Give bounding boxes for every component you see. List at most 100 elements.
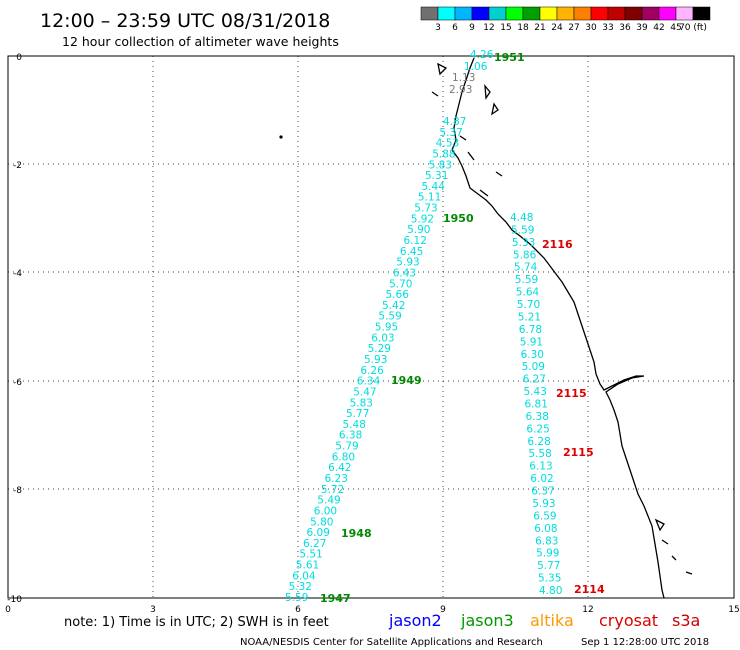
wave-height-label: 6.00 (314, 506, 337, 518)
wave-height-label: 5.37 (439, 127, 462, 139)
color-swatch (675, 6, 694, 21)
color-swatch (692, 6, 711, 21)
wave-height-label: 5.44 (422, 181, 446, 193)
wave-height-label: 6.27 (523, 374, 546, 386)
color-scale-label: 9 (469, 23, 475, 33)
wave-height-label: 6.23 (325, 473, 348, 485)
wave-height-label: 5.59 (515, 274, 538, 286)
color-scale-label: 24 (551, 23, 563, 33)
satellite-legend: jason2 jason3 altika cryosat s3a (388, 611, 700, 630)
wave-height-label: 5.93 (532, 498, 555, 510)
wave-height-label: 6.27 (303, 538, 326, 550)
wave-height-label: 5.43 (524, 386, 547, 398)
wave-height-label: 5.32 (289, 581, 312, 593)
map-grid: 0 3 6 9 12 15 0 -2 -4 -6 -8 -10 (5, 53, 740, 615)
color-swatch (522, 6, 541, 21)
map-frame (7, 55, 735, 599)
color-scale-label: 3 (435, 23, 441, 33)
wave-height-label: 5.79 (335, 441, 358, 453)
color-scale-label: 36 (619, 23, 631, 33)
wave-height-label: 5.99 (536, 548, 559, 560)
legend-entry: s3a (672, 611, 700, 630)
pass-time-label: 2115 (556, 387, 587, 400)
legend-entry: jason3 (460, 611, 514, 630)
wave-height-label: 5.72 (321, 484, 344, 496)
pass-time-labels: 1951 1950 1949 1948 1947 2116 2115 2115 2114 (320, 51, 605, 605)
pass-time-label: 1951 (494, 51, 525, 64)
wave-height-label: 5.88 (432, 149, 455, 161)
wave-height-label: 6.12 (404, 235, 427, 247)
color-swatch (573, 6, 592, 21)
color-swatch (437, 6, 456, 21)
wave-height-label: 5.47 (353, 387, 376, 399)
wave-height-tracks: 5.595.326.045.615.516.276.095.806.005.49… (285, 49, 562, 604)
wave-height-label: 5.31 (425, 170, 448, 182)
x-tick-label: 9 (440, 605, 446, 615)
color-swatch (420, 6, 439, 21)
chart-title: 12:00 – 23:59 UTC 08/31/2018 (40, 10, 330, 32)
wave-height-label: 5.42 (382, 300, 405, 312)
color-swatch (590, 6, 609, 21)
wave-height-label: 6.43 (393, 268, 416, 280)
x-tick-label: 15 (728, 605, 739, 615)
wave-height-label: 6.02 (530, 473, 553, 485)
wave-height-label: 4.48 (510, 212, 533, 224)
x-tick-label: 6 (295, 605, 301, 615)
wave-height-label: 5.33 (512, 237, 535, 249)
wave-height-label: 5.70 (517, 299, 540, 311)
wave-height-label: 5.70 (389, 278, 412, 290)
coastline (431, 57, 693, 599)
legend-entry: jason2 (388, 611, 442, 630)
x-tick-label: 3 (150, 605, 156, 615)
color-swatch (607, 6, 626, 21)
wave-height-label: 5.83 (350, 397, 373, 409)
color-scale-label: 15 (500, 23, 511, 33)
color-swatch (505, 6, 524, 21)
color-scale-label: 21 (534, 23, 545, 33)
island-dot (279, 135, 283, 139)
wave-height-label: 6.42 (328, 462, 351, 474)
color-swatch (658, 6, 677, 21)
wave-height-label: 5.51 (299, 549, 322, 561)
color-swatch (624, 6, 643, 21)
wave-height-label: 5.92 (411, 213, 434, 225)
pass-time-label: 1948 (341, 527, 372, 540)
color-swatch (488, 6, 507, 21)
wave-height-label: 6.09 (307, 527, 330, 539)
wave-height-label: 6.80 (332, 451, 355, 463)
color-swatch (641, 6, 660, 21)
color-scale-label: 33 (602, 23, 613, 33)
wave-height-label: 6.25 (526, 423, 549, 435)
wave-height-label: 6.37 (531, 486, 554, 498)
wave-height-label: 5.58 (528, 448, 551, 460)
wave-height-label: 2.93 (449, 84, 472, 96)
wave-height-label: 5.95 (375, 322, 398, 334)
wave-height-label: 6.13 (529, 461, 552, 473)
color-swatch (556, 6, 575, 21)
wave-height-label: 4.87 (443, 116, 466, 128)
color-swatch (471, 6, 490, 21)
color-scale-label: 39 (636, 23, 648, 33)
pass-time-label: 2116 (542, 238, 573, 251)
wave-height-label: 6.38 (339, 430, 362, 442)
chart-subtitle: 12 hour collection of altimeter wave hei… (62, 34, 339, 49)
wave-height-label: 4.26 (470, 49, 494, 61)
y-tick-label: -8 (13, 486, 22, 496)
wave-height-label: 5.29 (368, 343, 391, 355)
x-tick-label: 12 (582, 605, 593, 615)
wave-height-label: 6.28 (527, 436, 550, 448)
wave-height-label: 6.83 (535, 535, 558, 547)
color-scale-label: 70 (ft) (679, 23, 707, 33)
wave-height-label: 5.49 (317, 495, 340, 507)
footer-note: note: 1) Time is in UTC; 2) SWH is in fe… (64, 615, 329, 630)
y-tick-label: -2 (13, 161, 22, 171)
wave-height-label: 6.59 (533, 510, 556, 522)
color-scale-label: 27 (568, 23, 579, 33)
wave-height-label: 6.26 (360, 365, 384, 377)
wave-height-label: 5.59 (378, 311, 401, 323)
pass-time-label: 2114 (574, 583, 605, 596)
x-tick-label: 0 (5, 605, 11, 615)
wave-height-label: 5.86 (513, 249, 537, 261)
